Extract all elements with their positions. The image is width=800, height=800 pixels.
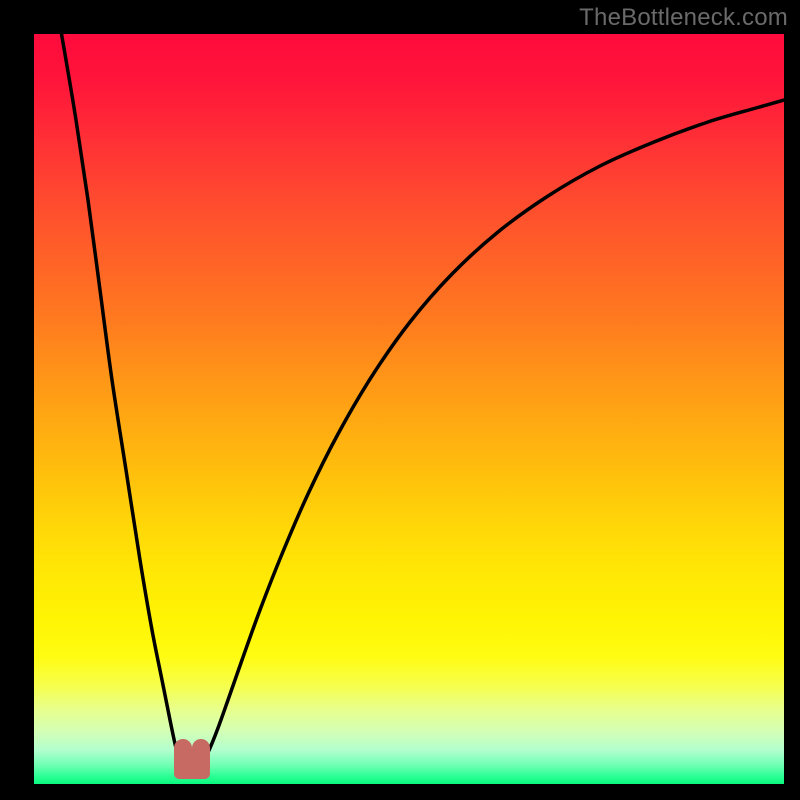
bottleneck-curve-chart bbox=[0, 0, 800, 800]
watermark-text: TheBottleneck.com bbox=[579, 4, 788, 32]
chart-container: { "watermark": { "text": "TheBottleneck.… bbox=[0, 0, 800, 800]
plot-background-gradient bbox=[34, 34, 784, 784]
